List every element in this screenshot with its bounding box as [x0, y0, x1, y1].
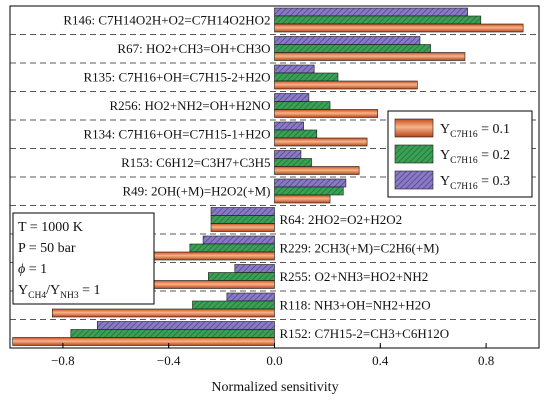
category-label: R152: C7H15-2=CH3+C6H12O	[280, 326, 450, 341]
bar-y0-1	[134, 280, 275, 289]
bar-y0-1	[274, 109, 378, 118]
legend-swatch	[394, 118, 434, 138]
bar-y0-2	[210, 215, 275, 224]
legend-label: YC7H16 = 0.1	[440, 122, 510, 140]
legend-label: YC7H16 = 0.2	[440, 148, 510, 166]
bar-y0-1	[274, 194, 331, 204]
bar-y0-1	[274, 166, 360, 175]
conditions-frame	[12, 212, 155, 305]
category-label: R256: HO2+NH2=OH+H2NO	[109, 98, 270, 113]
bar-y0-3	[274, 64, 315, 74]
bar-y0-1	[12, 337, 275, 346]
category-label: R135: C7H16+OH=C7H15-2+H2O	[83, 69, 270, 84]
bar-y0-3	[274, 178, 347, 188]
x-tick-label: 0.4	[372, 353, 389, 368]
bar-y0-3	[234, 264, 275, 273]
legend: YC7H16 = 0.1 YC7H16 = 0.2 YC7H16 = 0.3	[387, 110, 533, 198]
bar-y0-2	[274, 129, 318, 139]
bar-y0-2	[189, 243, 275, 253]
bar-y0-2	[274, 44, 431, 53]
bar-y0-1	[274, 52, 466, 61]
conditions-box: T = 1000 K P = 50 bar ϕ = 1 YCH4/YNH3 = 1	[12, 212, 155, 305]
category-label: R49: 2OH(+M)=H2O2(+M)	[122, 183, 270, 198]
x-axis: −0.8 −0.4 0.0 0.4 0.8	[51, 343, 494, 368]
bar-y0-2	[70, 329, 275, 338]
x-tick-label: −0.8	[51, 353, 75, 368]
x-tick-label: 0.0	[266, 353, 282, 368]
category-label: R146: C7H14O2H+O2=C7H14O2HO2	[63, 12, 270, 27]
category-label: R134: C7H16+OH=C7H15-1+H2O	[83, 126, 270, 141]
bar-y0-2	[192, 300, 275, 310]
bar-y0-2	[274, 72, 339, 82]
bar-y0-2	[274, 158, 312, 167]
condition-line: YCH4/YNH3 = 1	[18, 283, 100, 301]
x-tick-label: 0.8	[478, 353, 494, 368]
bar-y0-2	[274, 186, 344, 196]
condition-line: P = 50 bar	[18, 241, 76, 256]
category-label: R67: HO2+CH3=OH+CH3O	[117, 41, 270, 56]
bar-y0-1	[274, 137, 368, 147]
category-label: R118: NH3+OH=NH2+H2O	[280, 297, 431, 312]
bar-y0-2	[208, 272, 275, 281]
bar-y0-1	[52, 308, 275, 318]
bar-y0-3	[210, 207, 275, 216]
bar-group	[12, 7, 524, 346]
bar-y0-2	[274, 15, 482, 25]
bar-y0-1	[141, 251, 275, 261]
category-label: R229: 2CH3(+M)=C2H6(+M)	[280, 240, 440, 255]
bar-y0-1	[210, 223, 275, 232]
legend-swatch	[394, 170, 434, 190]
bar-y0-3	[274, 93, 310, 102]
category-label: R153: C6H12=C3H7+C3H5	[121, 155, 270, 170]
x-axis-label: Normalized sensitivity	[211, 380, 338, 395]
bar-y0-3	[226, 292, 275, 302]
category-label: R255: O2+NH3=HO2+NH2	[280, 269, 429, 284]
x-tick-label: −0.4	[157, 353, 181, 368]
condition-line: ϕ = 1	[18, 262, 47, 277]
bar-y0-3	[274, 36, 421, 45]
bar-y0-3	[274, 7, 468, 17]
bar-y0-3	[274, 121, 304, 131]
legend-label: YC7H16 = 0.3	[440, 174, 510, 192]
bar-y0-3	[96, 321, 275, 330]
category-label: R64: 2HO2=O2+H2O2	[280, 212, 403, 227]
legend-swatch	[394, 144, 434, 164]
bar-y0-3	[202, 235, 275, 245]
condition-line: T = 1000 K	[18, 220, 83, 235]
category-labels: R146: C7H14O2H+O2=C7H14O2HO2 R67: HO2+CH3…	[63, 12, 449, 341]
bar-y0-2	[274, 101, 331, 110]
bar-y0-3	[274, 150, 302, 159]
bar-y0-1	[274, 80, 418, 90]
bar-y0-1	[274, 23, 524, 33]
